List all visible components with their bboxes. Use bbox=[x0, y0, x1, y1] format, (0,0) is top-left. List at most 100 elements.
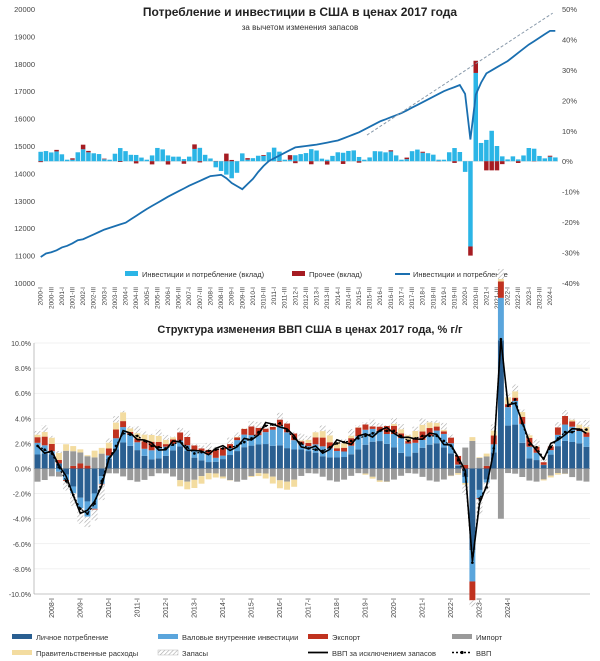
bar-inventories bbox=[348, 428, 355, 436]
bar-government bbox=[526, 435, 533, 438]
bar-inventories bbox=[141, 431, 148, 435]
bar-import bbox=[398, 468, 405, 476]
gdp-marker bbox=[193, 452, 196, 455]
bar-investment bbox=[448, 443, 454, 454]
bar-consumption bbox=[569, 441, 576, 469]
bar-investment bbox=[120, 427, 127, 443]
bar-investment bbox=[341, 451, 348, 458]
bar-consumption bbox=[312, 452, 319, 469]
bar-consumption bbox=[490, 452, 497, 469]
bar-investment bbox=[362, 429, 369, 445]
bar-consumption bbox=[547, 454, 554, 469]
x-tick-label: 2001-I bbox=[59, 287, 66, 306]
bar-contrib bbox=[383, 152, 388, 162]
bar-inventories bbox=[312, 431, 319, 433]
legend-swatch-other bbox=[292, 271, 305, 276]
bar-investment bbox=[170, 443, 176, 451]
legend-swatch-inventories bbox=[157, 649, 179, 656]
bar-export bbox=[448, 437, 454, 444]
bar-government bbox=[469, 437, 476, 441]
bar-import bbox=[34, 468, 41, 482]
bar-government bbox=[433, 422, 440, 427]
bar-government bbox=[162, 439, 169, 445]
gdp-marker bbox=[271, 423, 275, 426]
bar-import bbox=[70, 451, 77, 466]
bar-export bbox=[141, 441, 148, 449]
bar-import bbox=[448, 468, 454, 476]
bar-inventories bbox=[576, 421, 583, 425]
bar-investment bbox=[569, 426, 576, 442]
bar-import bbox=[48, 468, 55, 477]
bar-consumption bbox=[348, 454, 355, 469]
bar-investment bbox=[505, 407, 511, 426]
bar-import bbox=[562, 468, 569, 474]
bar-import bbox=[469, 440, 476, 469]
bar-contrib bbox=[388, 151, 394, 162]
gdp-marker bbox=[506, 404, 510, 408]
bar-import bbox=[148, 468, 155, 477]
bar-other bbox=[468, 246, 473, 256]
x-tick-label: 2010-I bbox=[250, 287, 257, 306]
left-tick-label: 18000 bbox=[14, 60, 35, 69]
bar-investment bbox=[512, 400, 519, 425]
bar-import bbox=[319, 468, 326, 477]
bar-investment bbox=[34, 442, 41, 455]
bar-inventories bbox=[583, 420, 590, 427]
gdp-marker bbox=[150, 444, 153, 448]
bar-contrib bbox=[314, 150, 319, 162]
bar-government bbox=[291, 479, 298, 487]
legend-swatch-import bbox=[452, 634, 472, 639]
bar-inventories bbox=[391, 417, 397, 424]
bar-inventories bbox=[148, 433, 155, 435]
gdp-marker bbox=[520, 422, 524, 425]
bar-consumption bbox=[227, 455, 233, 469]
gdp-marker bbox=[442, 439, 446, 443]
bar-consumption bbox=[533, 460, 540, 469]
bar-import bbox=[305, 468, 312, 474]
bar-government bbox=[319, 431, 326, 438]
gdp-marker bbox=[185, 445, 189, 449]
bar-import bbox=[412, 468, 419, 474]
y-tick-label: 6.0% bbox=[15, 391, 31, 398]
bar-government bbox=[497, 278, 504, 282]
bar-other bbox=[261, 155, 266, 156]
bar-consumption bbox=[234, 451, 241, 469]
bar-investment bbox=[127, 434, 134, 446]
bar-inventories bbox=[113, 416, 119, 423]
bar-contrib bbox=[181, 159, 187, 162]
bar-export bbox=[177, 432, 184, 441]
bar-investment bbox=[284, 432, 291, 449]
bar-export bbox=[198, 448, 205, 451]
bar-inventories bbox=[497, 268, 504, 279]
legend-label-export: Экспорт bbox=[332, 633, 361, 642]
bar-import bbox=[41, 468, 48, 481]
bar-contrib bbox=[213, 161, 219, 168]
chart1-subtitle: за вычетом изменения запасов bbox=[242, 23, 359, 32]
bar-inventories bbox=[298, 433, 305, 441]
bar-export bbox=[41, 436, 48, 446]
bar-government bbox=[298, 440, 305, 442]
bar-government bbox=[576, 424, 583, 429]
x-tick-label: 2014-I bbox=[220, 598, 227, 618]
bar-consumption bbox=[398, 452, 405, 469]
gdp-marker bbox=[357, 437, 360, 440]
gdp-marker bbox=[157, 445, 161, 449]
bar-investment bbox=[369, 428, 376, 442]
gdp-marker bbox=[392, 429, 396, 433]
bar-consumption bbox=[34, 454, 41, 469]
x-tick-label: 2009-I bbox=[229, 287, 236, 306]
bar-inventories bbox=[162, 434, 169, 440]
bar-government bbox=[455, 473, 462, 475]
bar-contrib bbox=[271, 147, 277, 162]
bar-import bbox=[369, 468, 376, 477]
bar-import bbox=[391, 468, 397, 480]
gdp-marker bbox=[478, 497, 481, 500]
bar-import bbox=[312, 468, 319, 474]
bar-import bbox=[462, 447, 469, 466]
bar-government bbox=[105, 442, 112, 449]
bar-inventories bbox=[205, 442, 212, 450]
bar-import bbox=[341, 468, 348, 480]
gdp-marker bbox=[64, 479, 68, 483]
bar-contrib bbox=[553, 157, 558, 162]
bar-inventories bbox=[569, 418, 576, 420]
